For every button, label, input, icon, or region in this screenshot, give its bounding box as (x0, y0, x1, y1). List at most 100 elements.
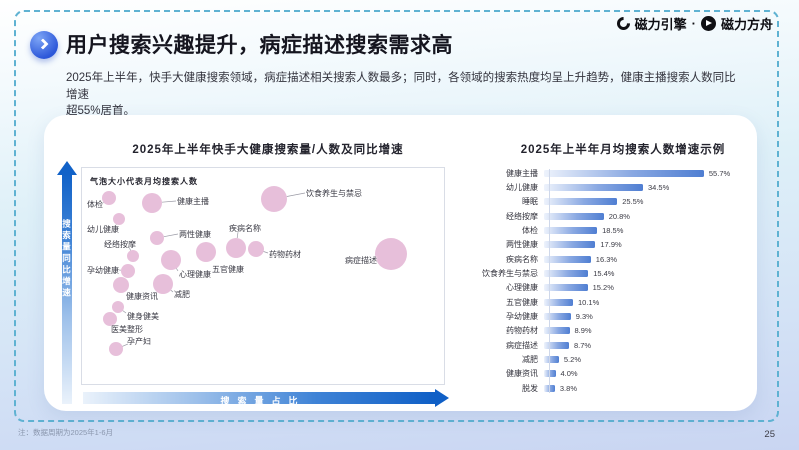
bar-label: 幼儿健康 (506, 183, 538, 193)
bar (544, 284, 588, 292)
bubble-label: 疾病名称 (229, 224, 261, 233)
bubble-label: 健康主播 (177, 197, 209, 206)
bar-label: 两性健康 (506, 240, 538, 250)
bar-row: 疾病名称 16.3% (480, 252, 750, 266)
bar (544, 212, 604, 220)
bubble-label: 体检 (87, 200, 103, 209)
x-axis-arrow-head-icon (435, 389, 449, 407)
bubble (113, 277, 129, 293)
bar-row: 药物药材 8.9% (480, 324, 750, 338)
bar-label: 五官健康 (506, 297, 538, 307)
bar-value: 16.3% (595, 254, 618, 264)
bar (544, 298, 573, 306)
bar-row: 五官健康 10.1% (480, 295, 750, 309)
bar-chart-title-bold: 搜索人数增速 (625, 144, 701, 156)
bubble-label: 饮食养生与禁忌 (306, 189, 362, 198)
page-number: 25 (764, 429, 775, 440)
bar-value: 25.5% (622, 197, 644, 207)
bubble-label: 减肥 (174, 290, 190, 299)
bar-row: 病症描述 8.7% (480, 338, 750, 352)
bar-row: 两性健康 17.9% (480, 238, 750, 252)
bubble-plot-area: 气泡大小代表月均搜索人数 体检 健康主播 饮食养生与禁忌幼儿健康两性健康 疾病名称药物… (81, 167, 445, 385)
bubble-label: 病症描述 (345, 256, 377, 265)
charts-card: 2025年上半年快手大健康搜索量/人数及同比增速 搜索量同比增速 气泡大小代表月… (44, 115, 757, 411)
brand-logos: 磁力引擎 · 磁力方舟 (613, 14, 773, 33)
bar-label: 心理健康 (506, 283, 538, 293)
bubble-label: 经络按摩 (104, 240, 136, 249)
bar-value: 18.5% (602, 226, 624, 236)
bar-chart-title: 2025年上半年月均搜索人数增速示例 (480, 141, 766, 157)
bubble (375, 238, 407, 270)
bar (544, 341, 569, 349)
bar (544, 255, 591, 263)
bubble-size-note: 气泡大小代表月均搜索人数 (90, 177, 198, 186)
bar (544, 184, 643, 192)
bar-value: 17.9% (600, 240, 622, 250)
y-axis-arrow (62, 174, 72, 404)
bubble (103, 312, 117, 326)
bubble (102, 191, 116, 205)
cili-engine-logo-label: 磁力引擎 (634, 17, 687, 32)
bubble (150, 231, 164, 245)
bubble-label: 药物药材 (269, 250, 301, 259)
bar-row: 幼儿健康 34.5% (480, 180, 750, 194)
bubble-label: 幼儿健康 (87, 225, 119, 234)
bubble (112, 301, 124, 313)
bubble-label: 孕幼健康 (87, 266, 119, 275)
bar-row: 睡眠 25.5% (480, 195, 750, 209)
slide-subtitle: 2025年上半年，快手大健康搜索领域，病症描述相关搜索人数最多；同时，各领域的搜… (66, 70, 742, 120)
bar (544, 241, 596, 249)
bar (544, 198, 618, 206)
bubble-chart-title-prefix: 2025年上半年快手大健康 (132, 144, 275, 156)
bubble-label: 孕产妇 (127, 337, 151, 346)
bar (544, 227, 598, 235)
bar-row: 脱发 3.8% (480, 381, 750, 395)
bubble (142, 193, 162, 213)
bar-label: 饮食养生与禁忌 (482, 269, 538, 279)
logo-separator: · (691, 16, 696, 31)
bar-row: 减肥 5.2% (480, 352, 750, 366)
bubble (121, 264, 135, 278)
bar (544, 270, 589, 278)
bar-label: 疾病名称 (506, 254, 538, 264)
bubble-label: 五官健康 (212, 265, 244, 274)
bar-row: 孕幼健康 9.3% (480, 309, 750, 323)
bubble-label: 两性健康 (179, 230, 211, 239)
bubble-label: 健康资讯 (126, 292, 158, 301)
page-title: 用户搜索兴趣提升，病症描述搜索需求高 (66, 34, 453, 57)
bubble (248, 241, 264, 257)
bar-chart-title-suffix: 示例 (700, 144, 726, 156)
bar-row: 心理健康 15.2% (480, 281, 750, 295)
y-axis-label: 搜索量同比增速 (61, 219, 72, 300)
bubble-label: 医美整形 (111, 325, 143, 334)
bar-value: 10.1% (578, 297, 600, 307)
bar-row: 健康资讯 4.0% (480, 367, 750, 381)
chevron-right-icon (37, 38, 49, 50)
chevron-right-badge-icon (30, 31, 58, 59)
bar-value: 9.3% (575, 312, 593, 322)
bar-value: 55.7% (708, 168, 731, 178)
bar-value: 8.9% (574, 326, 592, 336)
bar (544, 169, 704, 177)
bar (544, 313, 571, 321)
bar-label: 脱发 (522, 383, 538, 393)
bar-row: 经络按摩 20.8% (480, 209, 750, 223)
bubble (153, 274, 173, 294)
bar-label: 孕幼健康 (506, 312, 538, 322)
bubble (109, 342, 123, 356)
bar-value: 20.8% (608, 211, 630, 221)
cili-ark-logo-label: 磁力方舟 (720, 17, 773, 32)
bubble (261, 186, 287, 212)
bubble-label: 健身健美 (127, 312, 159, 321)
bar-label: 睡眠 (522, 197, 538, 207)
x-axis-label: 搜索量占比 (220, 395, 306, 406)
bubble (226, 238, 246, 258)
bar-label: 经络按摩 (506, 211, 538, 221)
bar (544, 327, 570, 335)
bubble-label: 心理健康 (179, 270, 211, 279)
bar-chart-axis-line (549, 169, 550, 393)
subtitle-line-1: 2025年上半年，快手大健康搜索领域，病症描述相关搜索人数最多；同时，各领域的搜… (66, 72, 736, 101)
bubble-chart-title: 2025年上半年快手大健康搜索量/人数及同比增速 (62, 141, 474, 157)
bubble (113, 213, 125, 225)
bar (544, 356, 559, 364)
